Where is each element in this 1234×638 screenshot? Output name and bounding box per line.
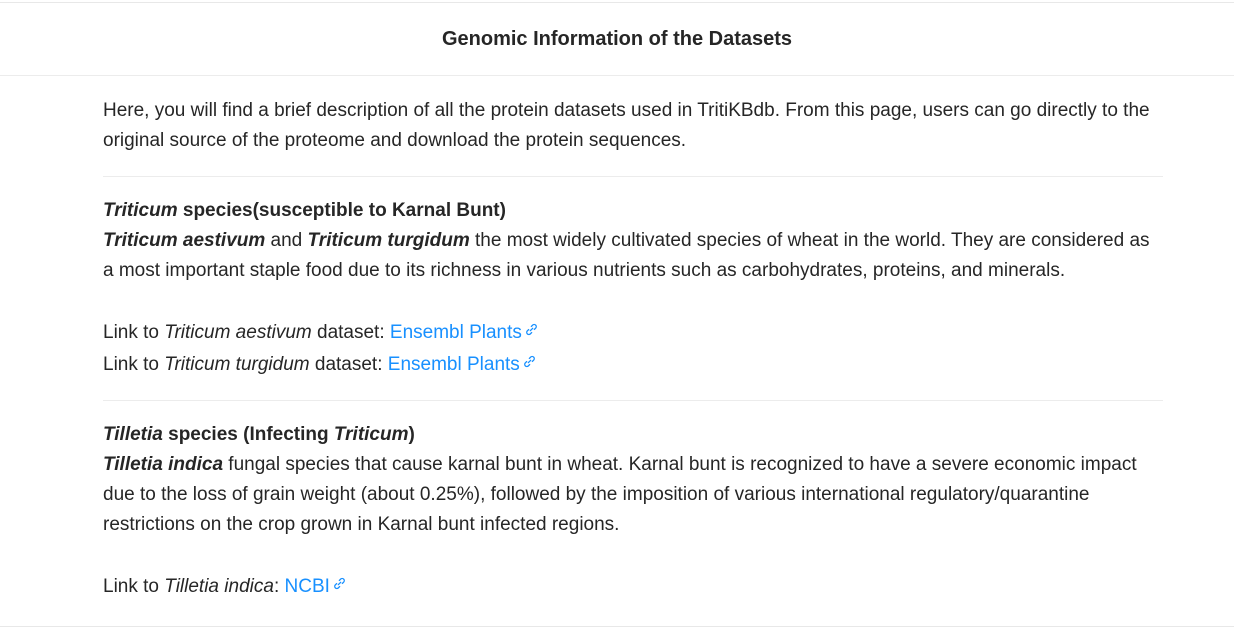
spacer — [103, 540, 1163, 570]
divider — [103, 400, 1163, 401]
top-border — [0, 2, 1234, 3]
desc-rest: the most widely cultivated species of wh… — [103, 230, 1150, 281]
external-link-icon — [333, 570, 346, 600]
title-mid: species (Infecting — [162, 424, 334, 445]
link-row-turgidum: Link to Triticum turgidum dataset: Ensem… — [103, 348, 1163, 380]
tilletia-description: Tilletia indica fungal species that caus… — [103, 450, 1163, 540]
link-prefix: Link to — [103, 322, 165, 343]
intro-text: Here, you will find a brief description … — [103, 100, 1150, 151]
link-label: Ensembl Plants — [387, 354, 520, 375]
link-prefix: Link to — [103, 354, 165, 375]
ensembl-plants-aestivum-link[interactable]: Ensembl Plants — [390, 322, 538, 343]
external-link-icon — [525, 316, 538, 346]
desc-and: and — [265, 230, 308, 251]
link-species: Triticum turgidum — [164, 354, 310, 375]
species-turgidum: Triticum turgidum — [307, 230, 470, 251]
link-row-indica: Link to Tilletia indica: NCBI — [103, 570, 1163, 602]
ensembl-plants-turgidum-link[interactable]: Ensembl Plants — [388, 354, 536, 375]
divider — [103, 176, 1163, 177]
ncbi-link[interactable]: NCBI — [285, 576, 346, 597]
link-prefix: Link to — [103, 576, 165, 597]
species-aestivum: Triticum aestivum — [103, 230, 266, 251]
triticum-section-title: Triticum species(susceptible to Karnal B… — [103, 196, 1163, 226]
title-genus: Triticum — [103, 200, 178, 221]
title-genus-2: Triticum — [333, 424, 409, 445]
species-indica: Tilletia indica — [103, 454, 224, 475]
card-body: Here, you will find a brief description … — [103, 96, 1163, 602]
title-end: ) — [408, 424, 415, 445]
external-link-icon — [523, 348, 536, 378]
desc-rest: fungal species that cause karnal bunt in… — [103, 454, 1137, 535]
link-label: NCBI — [284, 576, 330, 597]
link-species: Tilletia indica — [164, 576, 274, 597]
link-suffix: : — [273, 576, 285, 597]
link-label: Ensembl Plants — [389, 322, 522, 343]
triticum-description: Triticum aestivum and Triticum turgidum … — [103, 226, 1163, 286]
spacer — [103, 286, 1163, 316]
link-suffix: dataset: — [309, 354, 388, 375]
link-species: Triticum aestivum — [164, 322, 312, 343]
bottom-border — [0, 626, 1234, 627]
card-header: Genomic Information of the Datasets — [0, 3, 1234, 76]
tilletia-section-title: Tilletia species (Infecting Triticum) — [103, 420, 1163, 450]
link-suffix: dataset: — [311, 322, 390, 343]
link-row-aestivum: Link to Triticum aestivum dataset: Ensem… — [103, 316, 1163, 348]
title-rest: species(susceptible to Karnal Bunt) — [177, 200, 506, 221]
title-genus: Tilletia — [103, 424, 163, 445]
page-title: Genomic Information of the Datasets — [441, 27, 793, 50]
